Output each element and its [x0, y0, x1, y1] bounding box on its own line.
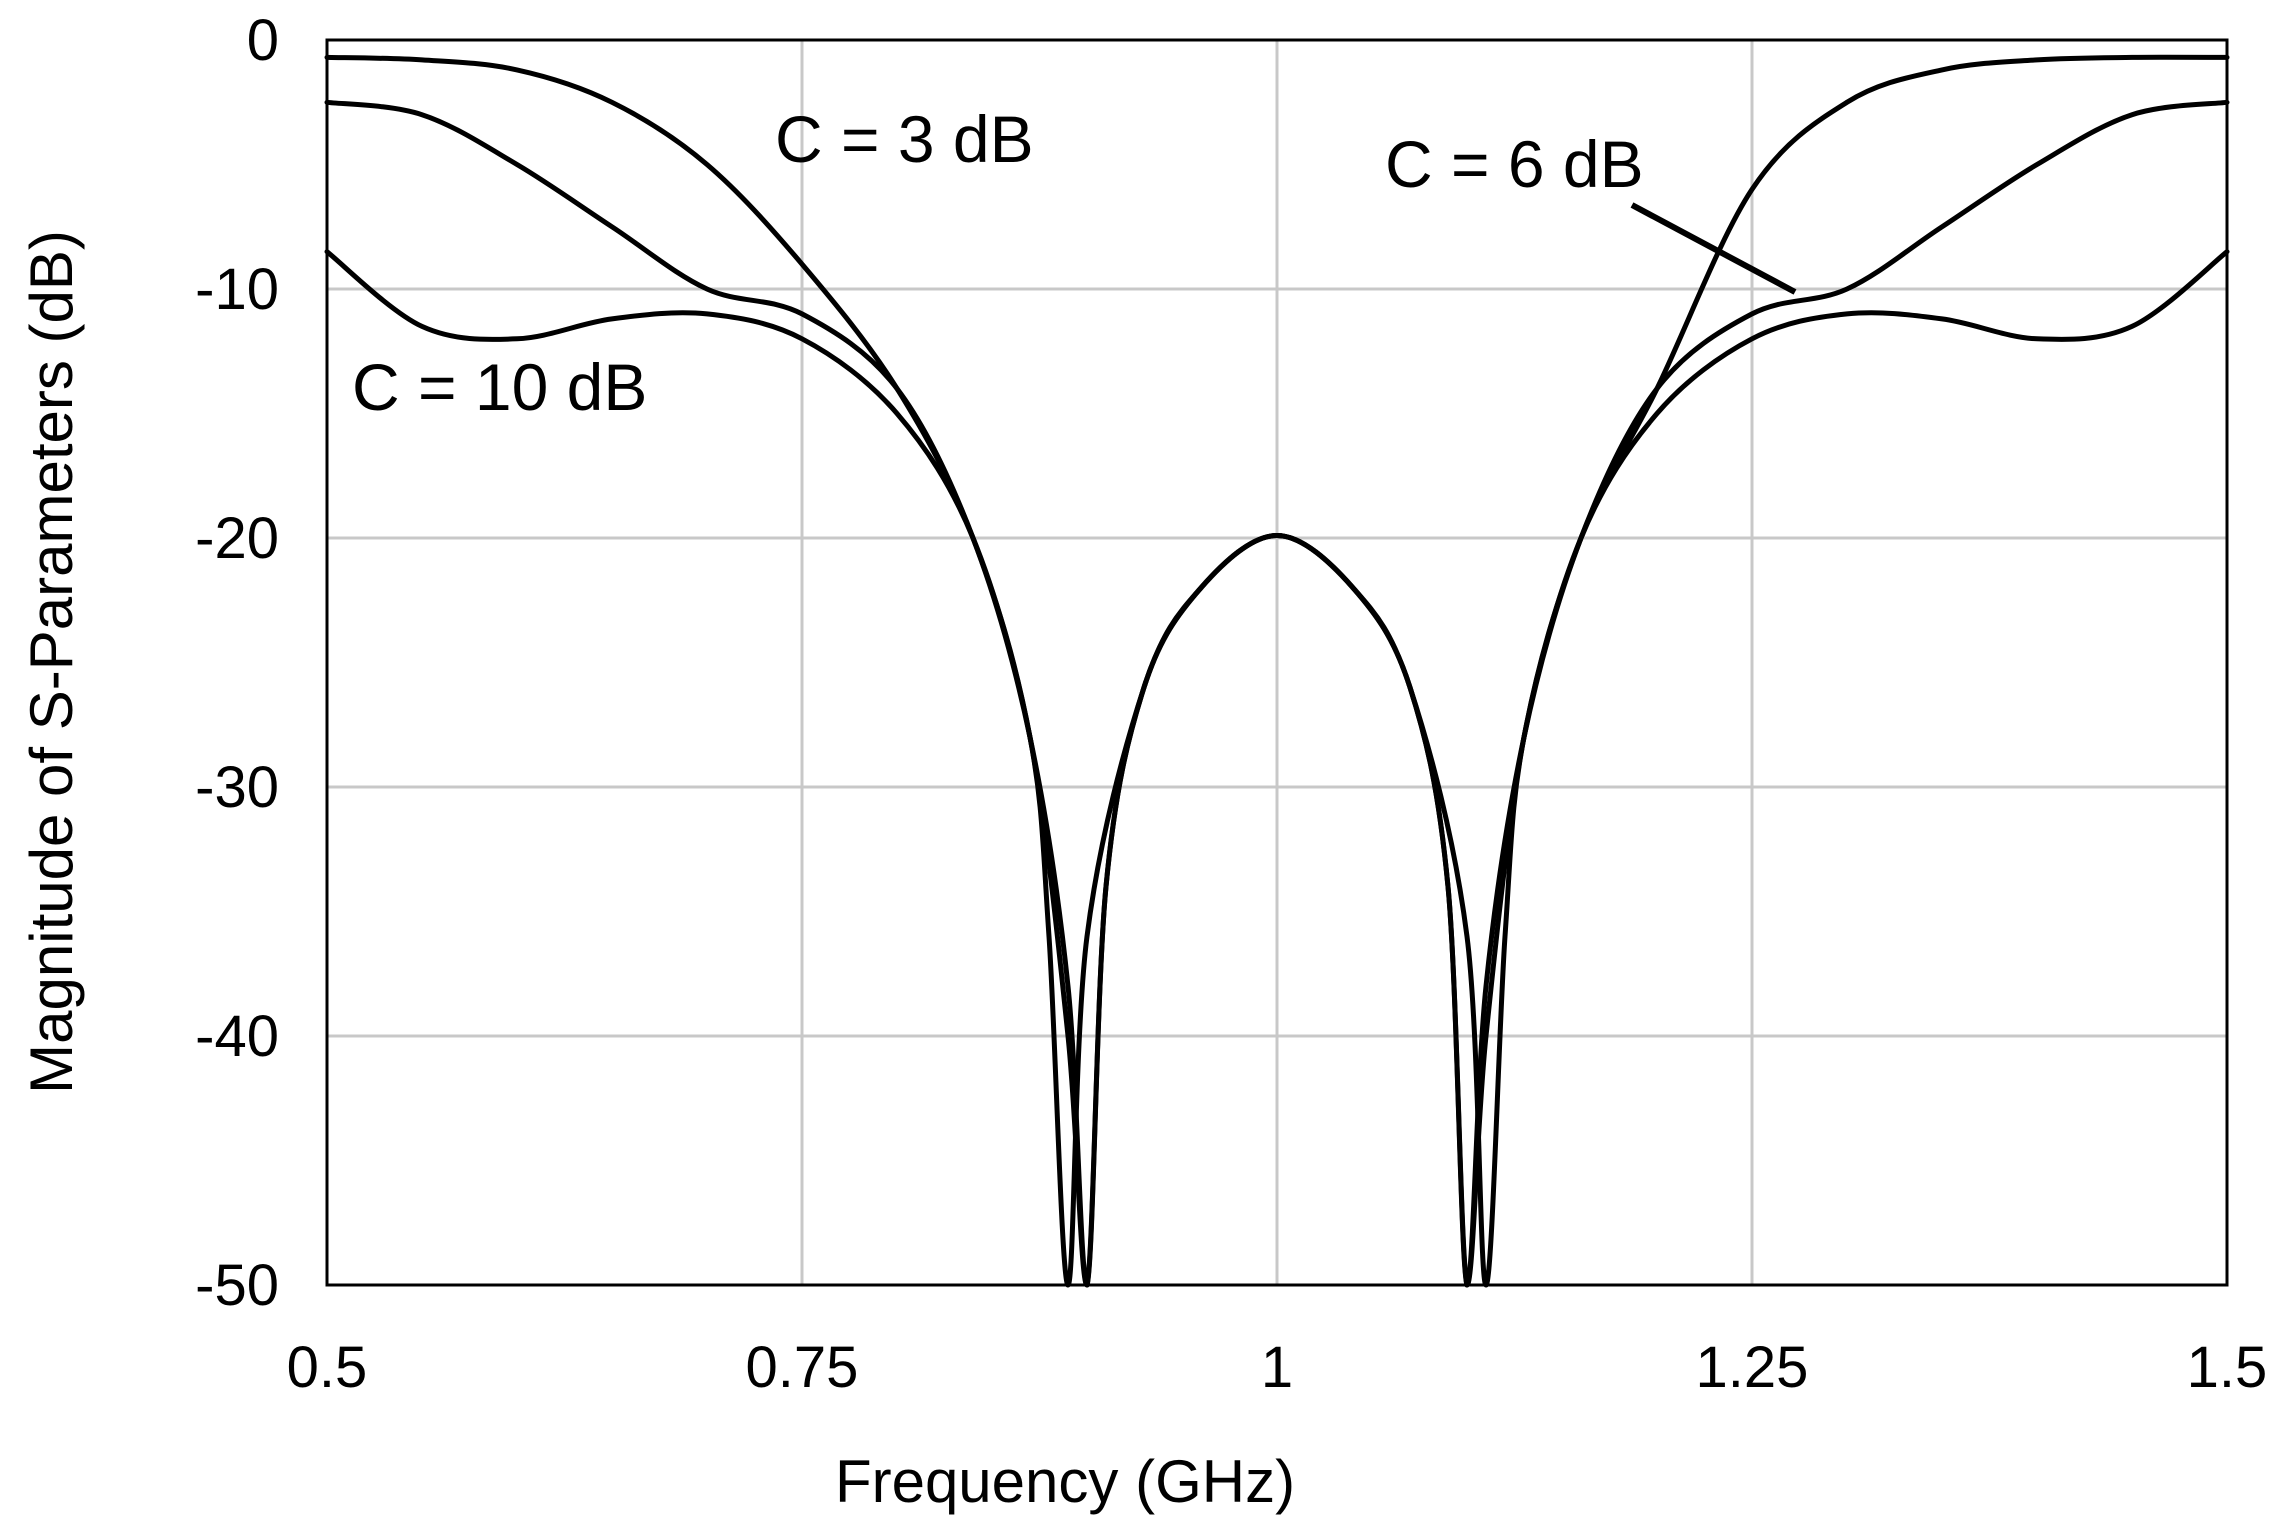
plot-frame — [325, 38, 2229, 1287]
y-tick-label: 0 — [247, 8, 279, 73]
y-tick-label: -40 — [195, 1004, 279, 1069]
annotation-c10: C = 10 dB — [352, 350, 647, 424]
y-axis-title: Magnitude of S-Parameters (dB) — [18, 230, 85, 1094]
x-tick-label: 0.75 — [746, 1335, 859, 1400]
y-tick-label: -10 — [195, 257, 279, 322]
y-tick-label: -20 — [195, 506, 279, 571]
y-tick-label: -50 — [195, 1253, 279, 1318]
tick-labels: 0.5 0.75 1 1.25 1.5 0 -10 -20 -30 -40 -50 — [195, 8, 2267, 1400]
x-tick-label: 1 — [1261, 1335, 1293, 1400]
x-tick-label: 0.5 — [287, 1335, 368, 1400]
series-line-c10 — [324, 249, 2230, 1288]
annotation-c6-leader — [1630, 202, 1797, 295]
annotation-c6: C = 6 dB — [1385, 127, 1644, 201]
x-tick-label: 1.25 — [1696, 1335, 1809, 1400]
y-tick-label: -30 — [195, 755, 279, 820]
x-axis-title: Frequency (GHz) — [835, 1448, 1295, 1515]
series-group — [324, 54, 2230, 1288]
x-tick-label: 1.5 — [2187, 1335, 2268, 1400]
annotation-c3: C = 3 dB — [775, 102, 1034, 176]
